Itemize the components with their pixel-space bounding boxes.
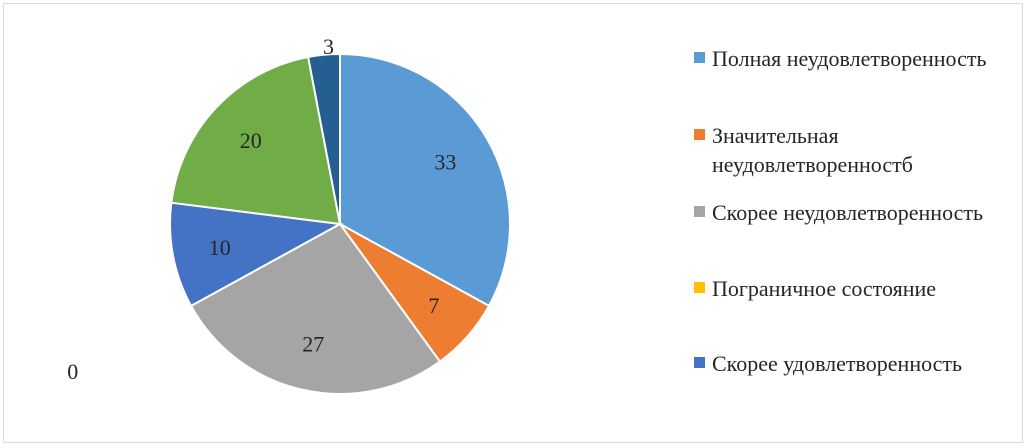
slice-data-label: 3 — [323, 34, 334, 59]
slice-data-label: 20 — [240, 128, 262, 153]
legend-item-borderline-state: Пограничное состояние — [694, 274, 1014, 303]
legend-label: Полная неудовлетворенность — [712, 46, 987, 71]
legend-label: Скорее удовлетворенность — [712, 351, 963, 376]
slice-data-label: 10 — [209, 235, 231, 260]
slice-data-label: 27 — [302, 331, 324, 356]
slice-data-label: 0 — [67, 359, 78, 384]
legend-item-significant-dissatisfaction: Значительная неудовлетворенностб — [694, 121, 1014, 179]
legend-label: Значительная неудовлетворенностб — [712, 123, 913, 177]
chart-frame: 33 7 27 0 10 20 3 Полная неудовлетворенность З… — [3, 3, 1023, 443]
slice-data-label: 7 — [428, 293, 439, 318]
pie-slice — [306, 52, 341, 225]
legend-label: Скорее неудовлетворенность — [712, 200, 984, 225]
pie-slice — [339, 52, 511, 308]
pie-slice — [170, 55, 342, 226]
legend-swatch — [694, 52, 705, 63]
legend-swatch — [694, 206, 705, 217]
legend-swatch — [694, 129, 705, 140]
legend-item-rather-dissatisfaction: Скорее неудовлетворенность — [694, 198, 1014, 227]
legend-item-full-dissatisfaction: Полная неудовлетворенность — [694, 44, 1014, 73]
legend-swatch — [694, 282, 705, 293]
legend-swatch — [694, 357, 705, 368]
slice-data-label: 33 — [434, 150, 456, 175]
pie-slice — [189, 222, 442, 395]
legend-item-rather-satisfaction: Скорее удовлетворенность — [694, 349, 1014, 378]
pie-chart: 33 7 27 0 10 20 3 — [67, 34, 511, 395]
pie-slice — [169, 201, 344, 308]
legend-label: Пограничное состояние — [712, 276, 937, 301]
